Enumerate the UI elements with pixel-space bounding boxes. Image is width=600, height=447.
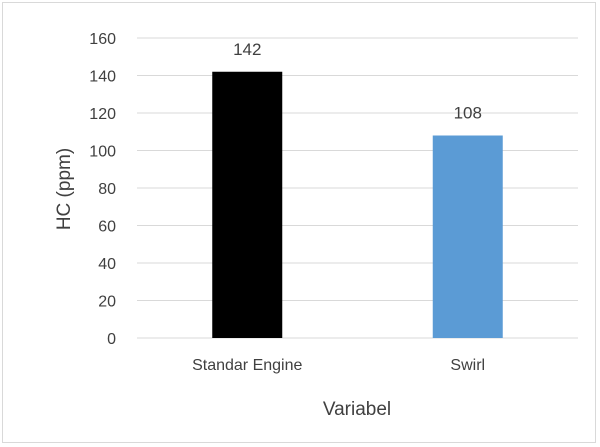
category-label: Standar Engine: [192, 357, 302, 374]
x-axis-title: Variabel: [323, 399, 391, 420]
data-labels: 142 108: [233, 40, 482, 123]
y-tick-label: 120: [89, 106, 116, 123]
y-tick-label: 40: [98, 256, 116, 273]
bar-swirl: [432, 135, 503, 338]
gridlines: [137, 37, 578, 339]
data-label: 142: [233, 40, 261, 59]
y-tick-label: 60: [98, 219, 116, 236]
y-tick-label: 100: [89, 144, 116, 161]
y-tick-label: 0: [107, 331, 116, 348]
data-label: 108: [454, 104, 482, 123]
y-axis-title: HC (ppm): [54, 148, 75, 230]
bars: [212, 71, 503, 338]
category-label: Swirl: [450, 357, 485, 374]
y-tick-label: 160: [89, 31, 116, 48]
category-labels: Standar Engine Swirl: [192, 357, 485, 374]
y-tick-label: 20: [98, 294, 116, 311]
y-tick-label: 80: [98, 181, 116, 198]
y-tick-labels: 0 20 40 60 80 100 120 140 160: [89, 31, 116, 348]
bar-standar-engine: [212, 71, 283, 338]
y-tick-label: 140: [89, 69, 116, 86]
